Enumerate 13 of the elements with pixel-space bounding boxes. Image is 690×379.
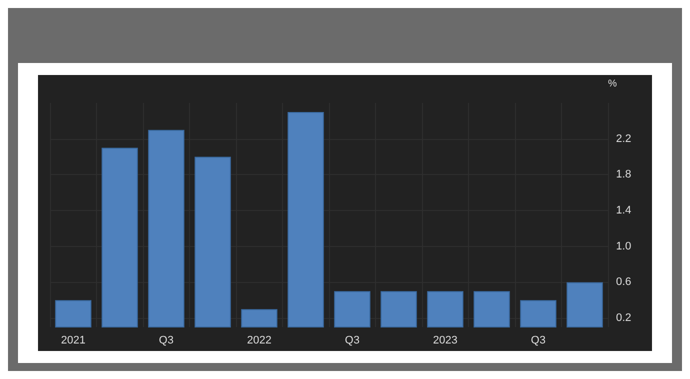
y-tick-label: 2.2 bbox=[616, 132, 632, 145]
x-tick-label: 2023 bbox=[433, 334, 458, 346]
x-tick-label: Q3 bbox=[158, 334, 174, 346]
y-axis-title: % bbox=[608, 78, 617, 90]
x-tick-label: 2022 bbox=[247, 334, 272, 346]
y-tick-label: 1.0 bbox=[616, 240, 632, 252]
y-tick-label: 1.8 bbox=[616, 168, 632, 181]
y-tick-label: 1.4 bbox=[616, 204, 632, 217]
y-tick-label: 0.6 bbox=[616, 276, 632, 288]
x-tick-label: Q3 bbox=[344, 334, 360, 346]
x-tick-label: 2021 bbox=[61, 334, 86, 346]
y-tick-label: 0.2 bbox=[616, 312, 632, 324]
x-tick-label: Q3 bbox=[530, 334, 546, 346]
